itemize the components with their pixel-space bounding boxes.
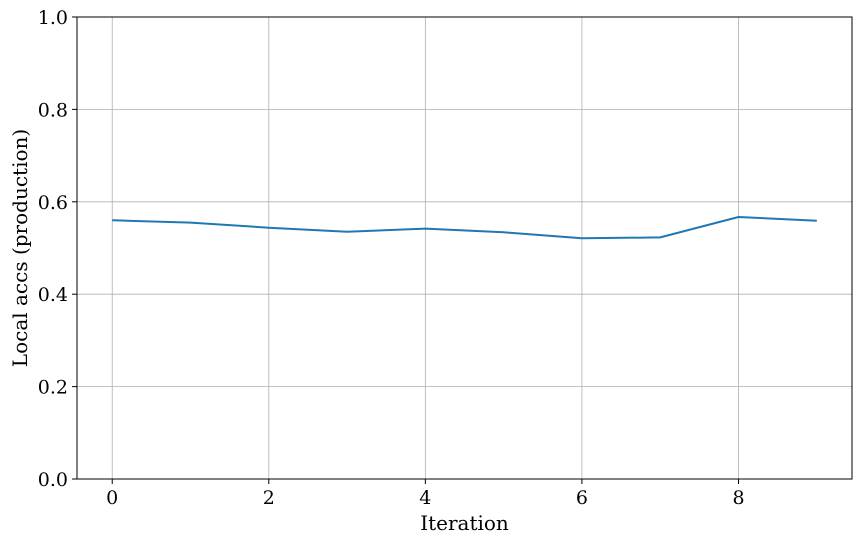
series-layer bbox=[112, 216, 817, 240]
y-axis-label: Local accs (production) bbox=[8, 129, 32, 367]
x-tick-label: 2 bbox=[263, 487, 275, 509]
x-axis-label: Iteration bbox=[420, 511, 509, 535]
plot-frame bbox=[76, 16, 853, 480]
axis-ticks bbox=[72, 16, 739, 484]
y-tick-label: 0.4 bbox=[38, 284, 68, 306]
y-tick-label: 1.0 bbox=[38, 7, 68, 29]
x-tick-label: 6 bbox=[576, 487, 588, 509]
tick-labels: 0 2 4 6 8 0.0 0.2 0.4 0.6 0.8 1.0 bbox=[38, 7, 745, 509]
y-tick-label: 0.6 bbox=[38, 192, 68, 214]
series-line bbox=[112, 216, 817, 240]
x-tick-label: 0 bbox=[106, 487, 118, 509]
y-tick-label: 0.2 bbox=[38, 377, 68, 399]
y-tick-label: 0.8 bbox=[38, 99, 68, 121]
x-tick-label: 8 bbox=[732, 487, 744, 509]
y-tick-label: 0.0 bbox=[38, 469, 68, 491]
grid bbox=[77, 16, 852, 480]
x-tick-label: 4 bbox=[419, 487, 431, 509]
